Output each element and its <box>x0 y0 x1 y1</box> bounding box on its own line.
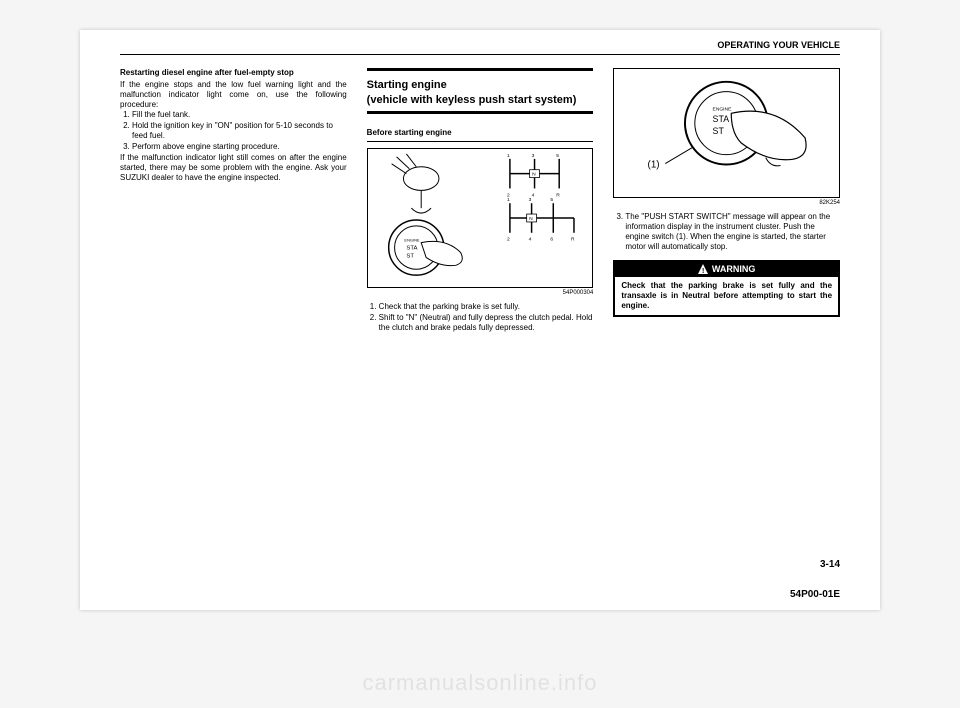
col2-steps: Check that the parking brake is set full… <box>367 302 594 333</box>
svg-text:ENGINE: ENGINE <box>404 238 419 243</box>
section-rule <box>367 111 594 114</box>
svg-text:4: 4 <box>528 237 531 243</box>
svg-text:2: 2 <box>507 237 510 243</box>
shift-diagram-svg: 1 3 5 N 2 4 R <box>368 149 593 287</box>
col2-subhead: Before starting engine <box>367 128 594 138</box>
svg-text:ENGINE: ENGINE <box>713 106 733 112</box>
warning-icon: ! <box>698 264 708 274</box>
svg-text:N: N <box>532 172 536 178</box>
watermark: carmanualsonline.info <box>362 670 597 696</box>
svg-text:ST: ST <box>713 126 725 136</box>
figure-push-button: ENGINE STA ST (1) <box>613 68 840 198</box>
col1-subhead: Restarting diesel engine after fuel-empt… <box>120 68 347 78</box>
section-title-line2: (vehicle with keyless push start system) <box>367 94 594 107</box>
svg-text:R: R <box>571 237 575 243</box>
section-title-line1: Starting engine <box>367 79 594 92</box>
content-columns: Restarting diesel engine after fuel-empt… <box>120 68 840 334</box>
col3-steps: The "PUSH START SWITCH" message will app… <box>613 212 840 252</box>
col3-step: The "PUSH START SWITCH" message will app… <box>625 212 840 252</box>
svg-text:3: 3 <box>528 198 531 204</box>
document-code: 54P00-01E <box>790 589 840 600</box>
manual-page: OPERATING YOUR VEHICLE Restarting diesel… <box>80 30 880 610</box>
svg-text:STA: STA <box>713 114 730 124</box>
figure-shift-and-button: 1 3 5 N 2 4 R <box>367 148 594 288</box>
column-2: Starting engine (vehicle with keyless pu… <box>367 68 594 334</box>
svg-text:4: 4 <box>531 193 534 199</box>
col1-steps: Fill the fuel tank. Hold the ignition ke… <box>120 110 347 152</box>
svg-text:5: 5 <box>556 153 559 159</box>
col1-intro: If the engine stops and the low fuel war… <box>120 80 347 110</box>
svg-text:5: 5 <box>550 198 553 204</box>
column-3: ENGINE STA ST (1) 82K254 The "PUSH START… <box>613 68 840 334</box>
warning-body: Check that the parking brake is set full… <box>615 277 838 315</box>
svg-text:ST: ST <box>406 254 414 260</box>
warning-title: WARNING <box>712 264 756 274</box>
push-button-svg: ENGINE STA ST (1) <box>614 69 839 197</box>
warning-box: ! WARNING Check that the parking brake i… <box>613 260 840 317</box>
chapter-title: OPERATING YOUR VEHICLE <box>717 40 840 50</box>
header-rule <box>120 54 840 55</box>
col2-step: Check that the parking brake is set full… <box>379 302 594 312</box>
col1-step: Perform above engine starting procedure. <box>132 142 347 152</box>
warning-header: ! WARNING <box>615 262 838 277</box>
svg-text:STA: STA <box>406 246 417 252</box>
svg-text:3: 3 <box>531 153 534 159</box>
col1-step: Hold the ignition key in "ON" position f… <box>132 121 347 141</box>
svg-text:1: 1 <box>507 198 510 204</box>
svg-text:R: R <box>556 193 560 199</box>
svg-text:6: 6 <box>550 237 553 243</box>
svg-text:N: N <box>529 216 533 222</box>
svg-text:!: ! <box>702 268 704 274</box>
sub-rule <box>367 141 594 142</box>
column-1: Restarting diesel engine after fuel-empt… <box>120 68 347 334</box>
svg-text:(1): (1) <box>648 159 660 170</box>
col1-after: If the malfunction indicator light still… <box>120 153 347 183</box>
col1-step: Fill the fuel tank. <box>132 110 347 120</box>
page-number: 3-14 <box>820 559 840 570</box>
col2-step: Shift to "N" (Neutral) and fully depress… <box>379 313 594 333</box>
figure-caption: 82K254 <box>613 200 840 208</box>
section-rule <box>367 68 594 71</box>
figure-caption: 54P000304 <box>367 290 594 298</box>
svg-text:1: 1 <box>507 153 510 159</box>
